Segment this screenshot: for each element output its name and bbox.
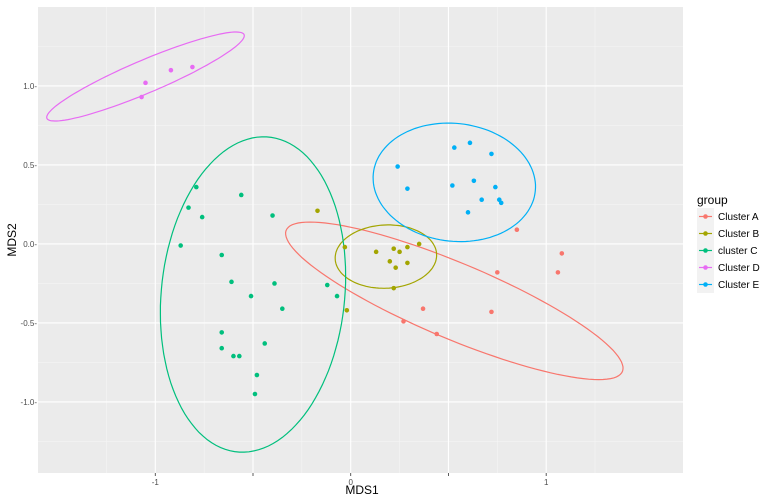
point-cluster-c (178, 243, 183, 248)
point-cluster-c (231, 353, 236, 359)
x-tick-label: 1 (544, 478, 549, 487)
point-cluster-c (272, 281, 277, 286)
point-cluster-b (397, 249, 402, 255)
point-cluster-a (514, 227, 520, 233)
ellipse-cluster-b (334, 224, 438, 289)
point-cluster-c (238, 192, 244, 198)
legend-key-point (703, 265, 708, 270)
point-cluster-c (219, 330, 225, 335)
ellipse-cluster-c (159, 136, 347, 453)
y-tick-label: 0.0- (23, 240, 37, 249)
point-cluster-b (416, 241, 422, 247)
legend-key-point (703, 231, 708, 236)
point-cluster-c (194, 184, 199, 190)
point-cluster-b (344, 307, 350, 313)
legend-label: Cluster E (718, 280, 759, 291)
cluster-ellipses (46, 31, 624, 453)
point-cluster-b (391, 246, 397, 251)
point-cluster-c (199, 214, 205, 220)
legend-key-point (703, 248, 708, 253)
point-cluster-e (452, 145, 457, 150)
point-cluster-a (489, 309, 494, 315)
point-cluster-c (280, 306, 285, 312)
point-cluster-c (334, 293, 340, 299)
ellipse-cluster-e (372, 122, 537, 243)
point-cluster-c (262, 341, 268, 346)
point-cluster-a (401, 319, 406, 324)
legend: group Cluster A Cluster B cluster C Cluster… (697, 193, 760, 293)
point-cluster-b (315, 208, 320, 214)
point-cluster-c (248, 293, 254, 299)
legend-label: Cluster D (718, 263, 760, 274)
point-cluster-a (434, 331, 440, 337)
y-axis-ticks: 1.0- 0.5- 0.0- -0.5- -1.0- (21, 82, 38, 407)
point-cluster-e (467, 140, 473, 146)
point-cluster-e (471, 178, 477, 184)
y-tick-label: -0.5- (21, 319, 38, 328)
point-cluster-b (405, 244, 410, 250)
x-tick-label: -1 (152, 478, 160, 487)
point-cluster-a (555, 270, 561, 275)
point-cluster-e (493, 184, 498, 190)
point-cluster-d (190, 64, 195, 70)
point-cluster-b (387, 259, 393, 264)
y-axis-title: MDS2 (5, 223, 19, 257)
y-tick-label: 0.5- (23, 161, 37, 170)
point-cluster-c (270, 213, 275, 218)
point-cluster-e (498, 200, 504, 206)
point-cluster-e (405, 186, 410, 191)
point-cluster-e (479, 197, 484, 203)
point-cluster-c (324, 282, 330, 288)
legend-label: Cluster A (718, 212, 759, 223)
legend-label: cluster C (718, 246, 757, 257)
x-axis-title: MDS1 (345, 483, 379, 497)
major-gridlines (38, 7, 683, 473)
data-points (139, 64, 565, 397)
legend-title: group (697, 193, 728, 207)
legend-key-point (703, 214, 708, 219)
legend-label: Cluster B (718, 229, 759, 240)
point-cluster-e (395, 164, 400, 169)
point-cluster-b (391, 285, 397, 291)
point-cluster-b (405, 260, 410, 266)
point-cluster-e (465, 210, 471, 215)
point-cluster-d (168, 67, 174, 73)
point-cluster-a (559, 251, 565, 256)
x-axis-ticks: -1 0 1 (152, 473, 549, 487)
point-cluster-e (450, 183, 455, 188)
minor-gridlines (38, 7, 683, 473)
point-cluster-d (139, 94, 144, 100)
x-tick-label: 0 (349, 478, 354, 487)
point-cluster-c (219, 252, 225, 258)
y-tick-label: 1.0- (23, 82, 37, 91)
point-cluster-c (186, 205, 191, 210)
point-cluster-c (254, 372, 260, 378)
ellipse-cluster-d (46, 31, 245, 122)
point-cluster-a (420, 306, 426, 312)
y-tick-label: -1.0- (21, 398, 38, 407)
point-cluster-b (373, 249, 379, 255)
point-cluster-c (237, 353, 242, 359)
point-cluster-e (489, 151, 494, 157)
point-cluster-c (252, 391, 258, 397)
ellipse-cluster-a (284, 221, 624, 381)
panel-background (38, 7, 683, 473)
point-cluster-b (393, 265, 398, 270)
point-cluster-a (495, 270, 500, 275)
legend-key-point (703, 282, 708, 287)
point-cluster-c (219, 345, 225, 351)
point-cluster-c (229, 279, 234, 285)
point-cluster-b (342, 244, 348, 250)
point-cluster-d (143, 80, 148, 86)
